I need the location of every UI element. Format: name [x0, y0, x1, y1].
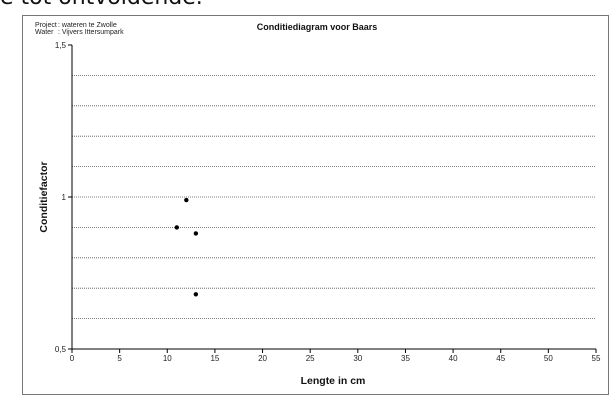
- data-point: [184, 197, 189, 203]
- x-tick-label: 30: [353, 354, 362, 363]
- project-row: Project: wateren te Zwolle: [35, 22, 124, 29]
- point-layer: [174, 197, 199, 297]
- project-label: Project: [35, 22, 57, 29]
- x-tick-label: 45: [496, 354, 505, 363]
- x-tick-label: 55: [592, 354, 601, 363]
- x-tick-label: 20: [258, 354, 267, 363]
- grid-layer: [72, 75, 596, 320]
- project-info: Project: wateren te Zwolle Water : Vijver…: [35, 22, 124, 36]
- water-label: Water: [35, 29, 54, 36]
- x-axis-title: Lengte in cm: [301, 375, 366, 387]
- water-row: Water : Vijvers Ittersumpark: [35, 29, 124, 36]
- x-tick-label: 35: [401, 354, 410, 363]
- water-value: : Vijvers Ittersumpark: [58, 29, 124, 36]
- x-tick-label: 0: [70, 354, 75, 363]
- chart-frame: [22, 15, 609, 395]
- x-tick-label: 15: [210, 354, 219, 363]
- y-tick-label: 1: [62, 193, 67, 202]
- x-tick-label: 10: [163, 354, 172, 363]
- background-text: e tot ontvoldende.: [0, 0, 203, 13]
- x-tick-label: 25: [306, 354, 315, 363]
- x-tick-label: 50: [544, 354, 553, 363]
- x-tick-label: 40: [449, 354, 458, 363]
- y-axis-title: Conditiefactor: [38, 161, 50, 232]
- y-tick-label: 0,5: [55, 345, 67, 354]
- tick-layer: 0 5 10 15 20 25 30 35 40 45 50 55 0,5 1 1,5: [55, 41, 601, 363]
- x-tick-label: 5: [117, 354, 122, 363]
- project-value: : wateren te Zwolle: [58, 22, 117, 29]
- chart-title: Conditiediagram voor Baars: [257, 22, 378, 32]
- data-point: [174, 225, 179, 230]
- y-tick-label: 1,5: [55, 41, 67, 50]
- data-point: [193, 292, 199, 297]
- background-text-strip: e tot ontvoldende.: [0, 0, 615, 20]
- data-point: [193, 231, 199, 236]
